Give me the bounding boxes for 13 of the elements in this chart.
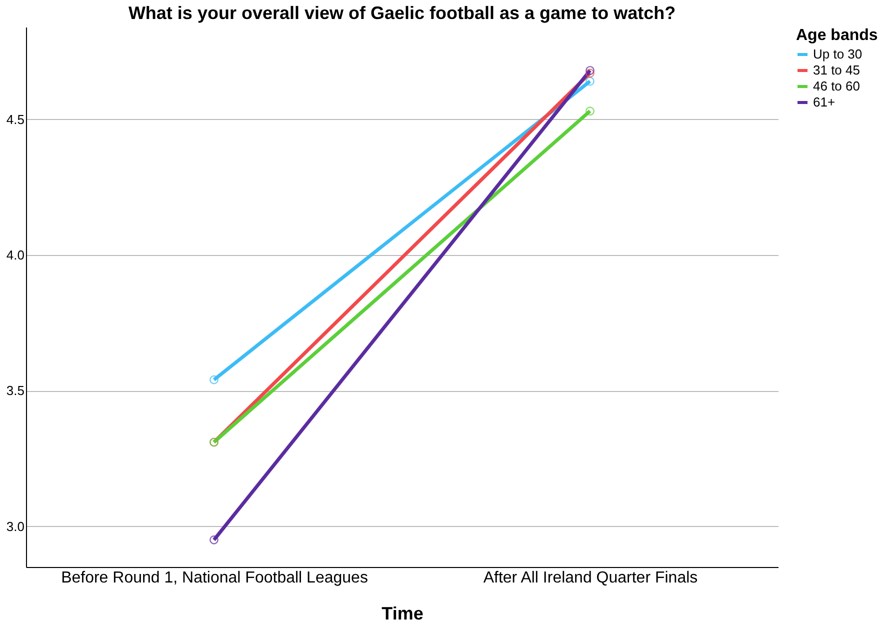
legend-label: 61+ bbox=[813, 94, 836, 110]
legend-label: 31 to 45 bbox=[813, 62, 860, 78]
legend-label: Up to 30 bbox=[813, 46, 862, 62]
x-tick-label: Before Round 1, National Football Leagues bbox=[61, 570, 368, 586]
y-tick-label: 3.5 bbox=[6, 383, 24, 398]
chart-title: What is your overall view of Gaelic football as a game to watch? bbox=[128, 3, 676, 23]
x-axis-title: Time bbox=[382, 604, 424, 624]
legend-label: 46 to 60 bbox=[813, 78, 860, 94]
y-tick-label: 3.0 bbox=[6, 518, 24, 534]
x-tick-label: After All Ireland Quarter Finals bbox=[483, 570, 698, 586]
legend-title: Age bands bbox=[796, 27, 878, 44]
y-tick-label: 4.5 bbox=[6, 112, 24, 127]
y-tick-label: 4.0 bbox=[6, 247, 24, 262]
